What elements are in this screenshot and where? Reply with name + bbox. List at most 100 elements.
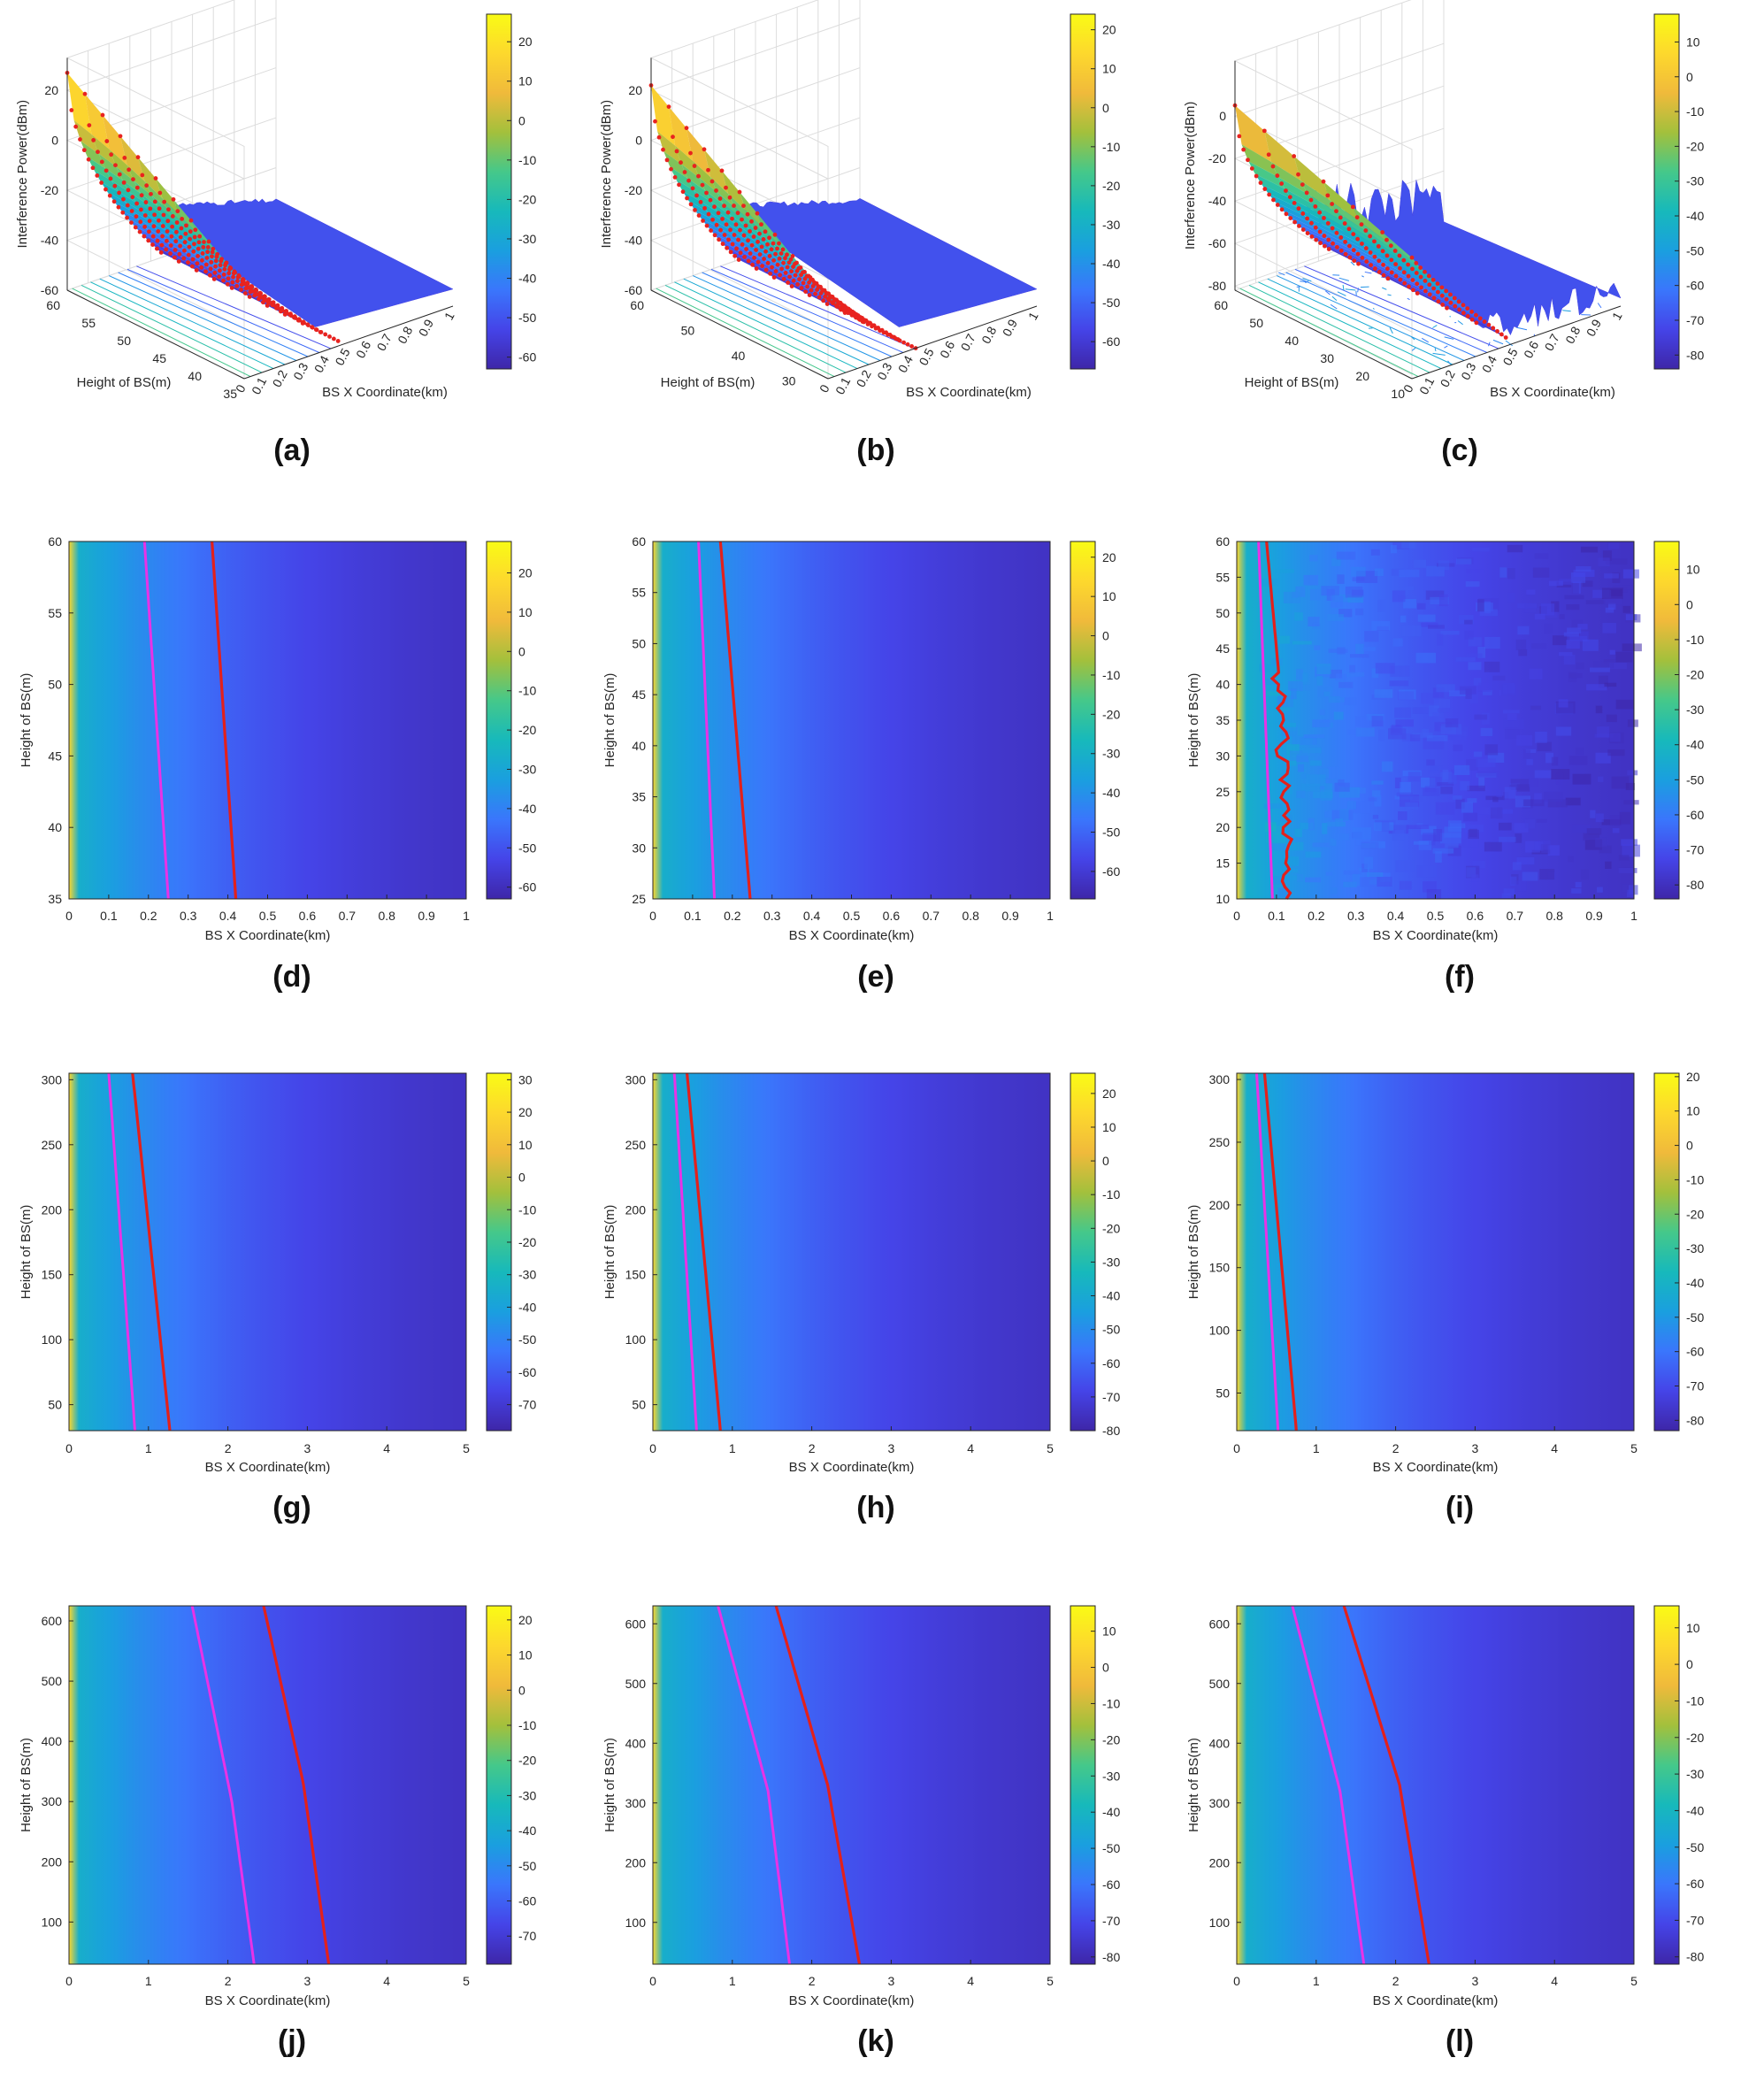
data-point <box>771 242 776 246</box>
data-point <box>1436 299 1440 303</box>
z-tick-label: -60 <box>625 283 642 297</box>
x-tick-label: 0.9 <box>1585 909 1603 923</box>
noise-patch <box>1460 781 1469 791</box>
data-point <box>693 208 697 212</box>
data-point <box>129 220 134 225</box>
colorbar-tick-label: 10 <box>1102 62 1116 76</box>
data-point <box>1330 202 1334 206</box>
data-point <box>226 271 231 275</box>
x-tick-label: 0.3 <box>180 909 197 923</box>
noise-patch <box>1629 885 1638 894</box>
panel-label: (f) <box>1445 960 1475 994</box>
z-tick-label: -60 <box>41 283 58 297</box>
noise-patch <box>1377 877 1392 887</box>
data-point <box>1419 285 1423 289</box>
noise-patch <box>1472 548 1489 551</box>
noise-patch <box>1298 764 1304 772</box>
data-point <box>294 316 298 320</box>
data-point <box>175 209 180 213</box>
noise-patch <box>1460 687 1476 695</box>
data-point <box>712 204 717 209</box>
noise-patch <box>1462 840 1479 848</box>
data-point <box>160 234 165 239</box>
data-point <box>218 268 222 273</box>
data-point <box>1309 221 1314 226</box>
data-point <box>762 237 766 242</box>
noise-patch <box>1443 770 1449 779</box>
y-tick-label: 100 <box>42 1915 63 1929</box>
noise-patch <box>1590 668 1610 672</box>
noise-patch <box>1622 845 1640 857</box>
z-tick-label: -20 <box>41 183 58 197</box>
noise-patch <box>1338 779 1344 786</box>
data-point <box>749 219 754 224</box>
data-point <box>1250 166 1254 171</box>
noise-patch <box>1544 624 1553 633</box>
noise-patch <box>1484 842 1502 852</box>
data-point <box>1335 245 1339 250</box>
data-point <box>1401 258 1406 263</box>
noise-patch <box>1466 581 1480 587</box>
data-point <box>149 192 153 196</box>
data-point <box>157 219 161 223</box>
noise-patch <box>1597 726 1609 737</box>
data-point <box>1267 193 1271 197</box>
data-point <box>1355 215 1360 219</box>
x-tick-label: 0.6 <box>1467 909 1484 923</box>
data-point <box>755 266 759 271</box>
x-tick-label: 1 <box>1313 1974 1320 1988</box>
y-tick-label: 15 <box>1216 856 1230 871</box>
noise-patch <box>1400 881 1412 890</box>
data-point <box>748 251 753 256</box>
colorbar-tick-label: -40 <box>1686 209 1704 223</box>
data-point <box>1335 231 1339 235</box>
noise-patch <box>1553 635 1567 645</box>
noise-patch <box>1610 650 1615 655</box>
noise-patch <box>1626 614 1637 620</box>
x-tick-label: 0 <box>65 1974 73 1988</box>
data-point <box>906 342 910 347</box>
y-tick-label: 250 <box>625 1138 647 1152</box>
data-point <box>736 211 740 215</box>
x-tick-label: 0.6 <box>937 339 957 361</box>
noise-patch <box>1526 589 1535 595</box>
x-tick-label: 0.2 <box>270 367 290 389</box>
x-tick-label: 2 <box>1392 1974 1400 1988</box>
data-point <box>83 92 88 96</box>
data-point <box>223 267 227 272</box>
data-point <box>701 219 705 223</box>
z-tick-label: -80 <box>1208 279 1226 293</box>
data-point <box>702 147 707 151</box>
colorbar-tick-label: -40 <box>518 802 536 816</box>
colorbar-tick-label: -60 <box>518 1365 536 1379</box>
data-point <box>1276 203 1280 207</box>
noise-patch <box>1531 643 1546 649</box>
data-point <box>768 254 772 258</box>
noise-patch <box>1308 617 1319 626</box>
x-axis-title: BS X Coordinate(km) <box>789 928 915 943</box>
noise-patch <box>1560 614 1565 619</box>
data-point <box>886 333 890 337</box>
data-point <box>1246 157 1250 162</box>
noise-patch <box>1463 813 1477 822</box>
colorbar-tick-label: -20 <box>1686 668 1704 682</box>
noise-patch <box>1576 748 1584 756</box>
noise-patch <box>1571 888 1581 894</box>
data-point <box>748 229 752 234</box>
noise-patch <box>1484 744 1498 755</box>
colorbar-tick-label: -10 <box>1102 668 1120 682</box>
data-point <box>686 179 691 183</box>
colorbar-tick-label: -70 <box>1686 313 1704 327</box>
noise-patch <box>1539 869 1554 879</box>
y-tick-label: 35 <box>223 387 237 401</box>
x-tick-label: 3 <box>888 1441 895 1455</box>
y-tick-label: 50 <box>1216 606 1230 620</box>
data-point <box>332 337 336 342</box>
noise-patch <box>1515 880 1526 891</box>
data-point <box>1355 237 1360 242</box>
noise-patch <box>1499 567 1507 577</box>
noise-patch <box>1414 560 1426 568</box>
data-point <box>825 302 830 306</box>
x-tick-label: 0 <box>65 1441 73 1455</box>
